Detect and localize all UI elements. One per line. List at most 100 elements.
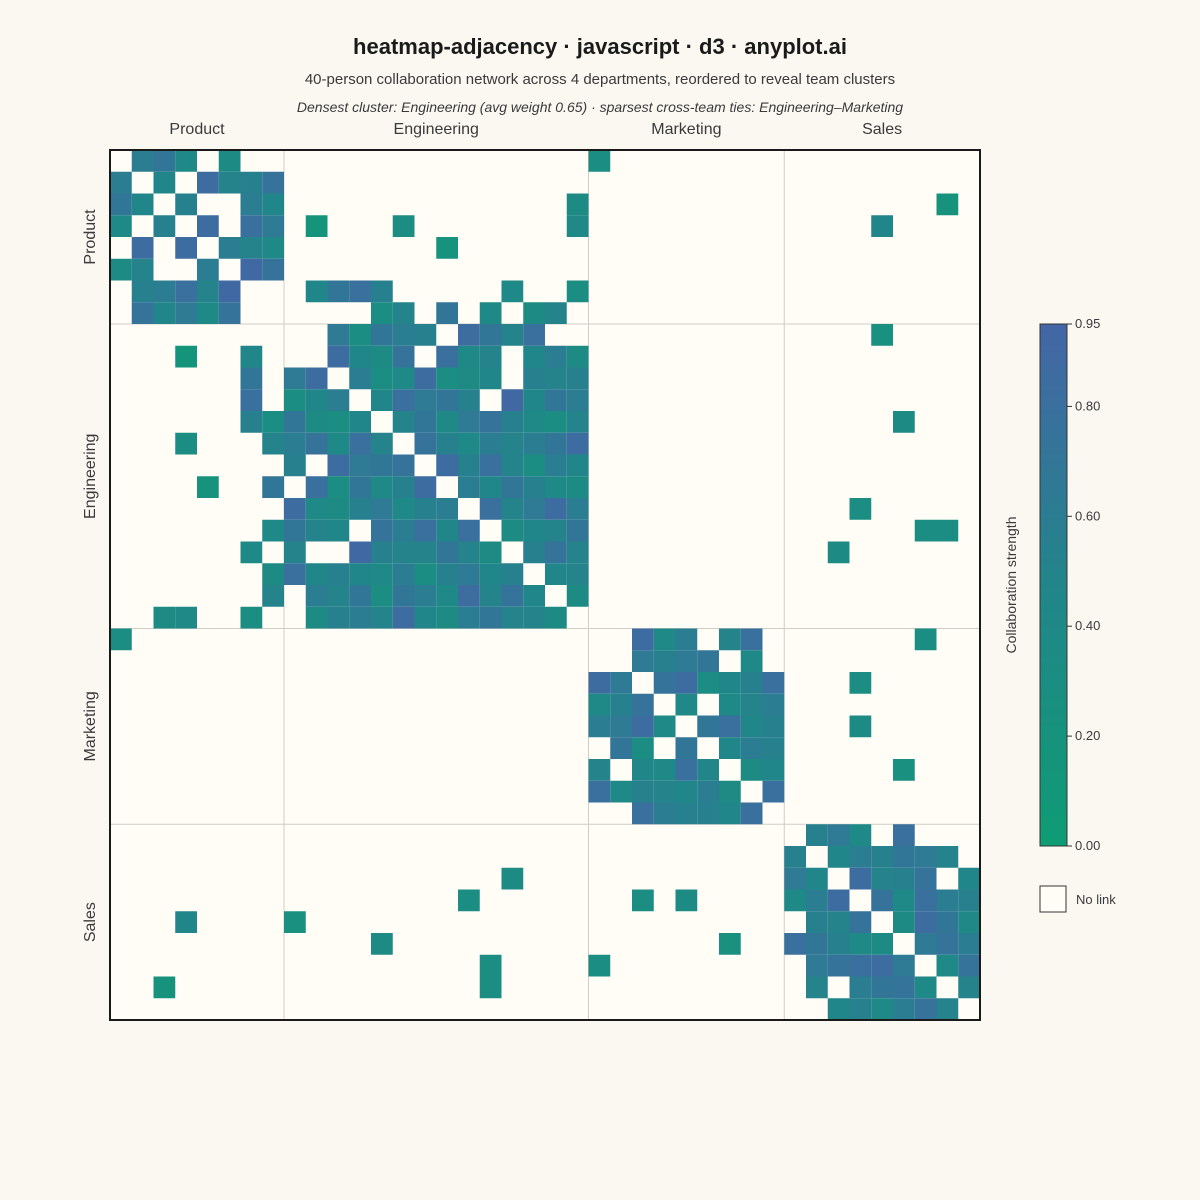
heatmap-cell xyxy=(305,215,328,237)
heatmap-cell xyxy=(414,432,437,455)
colorbar-tick-label: 0.80 xyxy=(1075,398,1100,413)
matrix-frame xyxy=(109,149,981,1021)
heatmap-cell xyxy=(479,302,502,324)
heatmap-cell xyxy=(719,802,741,825)
heatmap-cell xyxy=(653,650,676,672)
heatmap-cell xyxy=(740,737,763,759)
heatmap-cell xyxy=(566,585,589,607)
heatmap-cell xyxy=(414,367,437,390)
heatmap-cell xyxy=(914,889,937,912)
heatmap-cell xyxy=(545,606,567,629)
heatmap-cell xyxy=(893,889,915,912)
heatmap-cell xyxy=(327,389,350,411)
heatmap-cell xyxy=(871,215,893,237)
heatmap-cell xyxy=(806,867,828,890)
heatmap-cell xyxy=(458,454,480,477)
heatmap-cell xyxy=(110,258,132,281)
heatmap-cell xyxy=(175,911,197,933)
heatmap-cell xyxy=(719,672,741,694)
heatmap-cell xyxy=(392,476,415,498)
heatmap-cell xyxy=(566,280,589,303)
heatmap-cell xyxy=(392,454,415,477)
heatmap-cell xyxy=(371,933,393,955)
heatmap-cell xyxy=(849,846,872,868)
heatmap-cell xyxy=(371,280,393,303)
heatmap-cell xyxy=(740,802,763,825)
heatmap-cell xyxy=(458,476,480,498)
heatmap-cell xyxy=(936,519,959,542)
heatmap-cell xyxy=(436,411,458,433)
heatmap-cell xyxy=(893,954,915,977)
heatmap-cell xyxy=(827,954,850,977)
heatmap-cell xyxy=(849,867,872,890)
heatmap-cell xyxy=(523,367,545,390)
heatmap-cell xyxy=(284,432,306,455)
colorbar-tick-label: 0.40 xyxy=(1075,618,1100,633)
heatmap-cell xyxy=(327,498,350,520)
heatmap-cell xyxy=(545,302,567,324)
heatmap-cell xyxy=(349,411,371,433)
heatmap-cell xyxy=(479,367,502,390)
heatmap-cell xyxy=(284,389,306,411)
heatmap-cell xyxy=(392,367,415,390)
heatmap-cell xyxy=(153,150,176,172)
heatmap-cell xyxy=(827,889,850,912)
heatmap-cell xyxy=(827,933,850,955)
heatmap-cell xyxy=(588,715,611,738)
heatmap-cell xyxy=(501,432,524,455)
heatmap-cell xyxy=(153,171,176,194)
heatmap-cell xyxy=(371,454,393,477)
heatmap-cell xyxy=(849,933,872,955)
heatmap-cell xyxy=(153,976,176,999)
heatmap-cell xyxy=(740,715,763,738)
heatmap-cell xyxy=(675,780,698,803)
heatmap-cell xyxy=(871,324,893,346)
heatmap-cell xyxy=(436,367,458,390)
heatmap-cell xyxy=(436,454,458,477)
chart-title: heatmap-adjacency · javascript · d3 · an… xyxy=(353,34,847,59)
heatmap-cell xyxy=(523,519,545,542)
colorbar-title: Collaboration strength xyxy=(1003,517,1019,654)
heatmap-cell xyxy=(936,933,959,955)
heatmap-cell xyxy=(218,171,241,194)
heatmap-cell xyxy=(806,889,828,912)
heatmap-cell xyxy=(653,715,676,738)
heatmap-cell xyxy=(523,432,545,455)
heatmap-cell xyxy=(740,693,763,716)
heatmap-cell xyxy=(784,933,806,955)
heatmap-cell xyxy=(371,476,393,498)
heatmap-cell xyxy=(327,585,350,607)
heatmap-cell xyxy=(675,737,698,759)
heatmap-cell xyxy=(327,432,350,455)
heatmap-cell xyxy=(131,280,154,303)
heatmap-cell xyxy=(545,432,567,455)
heatmap-cell xyxy=(849,911,872,933)
heatmap-cell xyxy=(893,759,915,781)
heatmap-cell xyxy=(610,715,632,738)
heatmap-cell xyxy=(479,541,502,564)
heatmap-cell xyxy=(240,258,263,281)
heatmap-cell xyxy=(806,933,828,955)
heatmap-cell xyxy=(675,693,698,716)
heatmap-cell xyxy=(523,345,545,368)
column-group-label: Product xyxy=(169,121,225,138)
heatmap-cell xyxy=(610,693,632,716)
heatmap-cell xyxy=(284,911,306,933)
heatmap-cell xyxy=(392,324,415,346)
heatmap-cell xyxy=(697,780,719,803)
heatmap-cell xyxy=(305,411,328,433)
heatmap-cell xyxy=(914,519,937,542)
heatmap-cell xyxy=(479,585,502,607)
heatmap-cell xyxy=(914,867,937,890)
heatmap-cell xyxy=(958,933,980,955)
heatmap-cell xyxy=(827,824,850,846)
heatmap-cell xyxy=(566,498,589,520)
heatmap-cell xyxy=(414,541,437,564)
heatmap-cell xyxy=(436,432,458,455)
heatmap-cell xyxy=(545,476,567,498)
heatmap-cell xyxy=(893,846,915,868)
heatmap-cell xyxy=(523,454,545,477)
heatmap-cell xyxy=(240,171,263,194)
heatmap-cell xyxy=(414,498,437,520)
heatmap-cell xyxy=(262,411,284,433)
